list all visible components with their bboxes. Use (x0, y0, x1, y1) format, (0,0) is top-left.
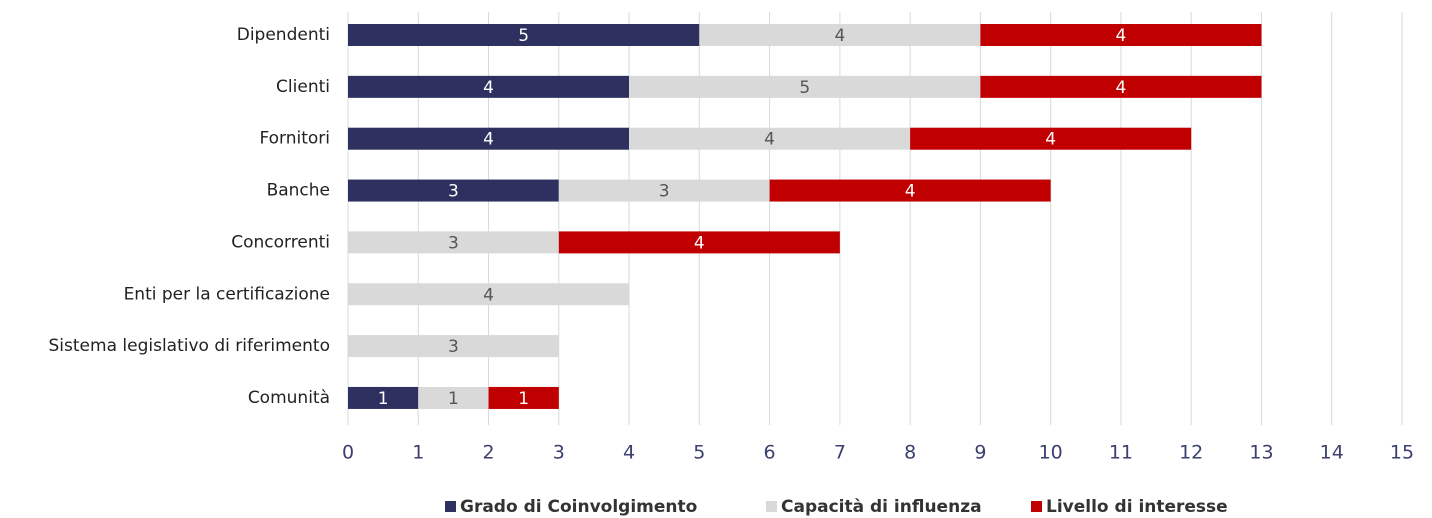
data-label: 4 (834, 26, 845, 46)
bar-segment (488, 386, 559, 409)
bar-segment (348, 75, 630, 98)
y-tick-label: Dipendenti (237, 25, 330, 45)
data-label: 3 (659, 182, 670, 202)
legend-label: Grado di Coinvolgimento (460, 497, 697, 517)
x-tick-label: 2 (482, 442, 494, 464)
data-label: 4 (483, 130, 494, 150)
data-label: 4 (483, 285, 494, 305)
x-tick-label: 8 (904, 442, 916, 464)
bar-segment (348, 283, 630, 306)
data-label: 4 (694, 233, 705, 253)
bar-segment (980, 75, 1262, 98)
x-tick-label: 3 (553, 442, 565, 464)
x-tick-label: 13 (1249, 442, 1273, 464)
y-tick-label: Sistema legislativo di riferimento (49, 336, 330, 356)
bar-segment (699, 24, 981, 46)
x-tick-label: 5 (693, 442, 705, 464)
legend-swatch (766, 501, 777, 512)
bar-segment (348, 386, 419, 409)
bar-segment (558, 179, 770, 202)
bar-segment (418, 386, 489, 409)
legend-label: Capacità di influenza (781, 497, 982, 517)
data-label: 4 (483, 78, 494, 98)
x-tick-label: 11 (1109, 442, 1133, 464)
bar-segment (980, 24, 1262, 46)
x-tick-label: 6 (764, 442, 776, 464)
bar-segment (629, 127, 911, 150)
data-label: 4 (1116, 26, 1127, 46)
bar-segment (348, 24, 700, 46)
data-label: 5 (799, 78, 810, 98)
x-tick-label: 4 (623, 442, 635, 464)
x-tick-label: 15 (1390, 442, 1414, 464)
bar-segment (348, 231, 559, 254)
x-tick-label: 10 (1039, 442, 1063, 464)
x-tick-label: 12 (1179, 442, 1203, 464)
bar-segment (348, 127, 630, 150)
bar-segment (558, 231, 840, 254)
bar-segment (769, 179, 1051, 202)
data-label: 4 (1116, 78, 1127, 98)
x-tick-label: 1 (412, 442, 424, 464)
legend-label: Livello di interesse (1046, 497, 1228, 517)
x-tick-label: 7 (834, 442, 846, 464)
data-label: 3 (448, 337, 459, 357)
data-label: 4 (1045, 130, 1056, 150)
y-tick-label: Comunità (248, 388, 330, 408)
x-tick-label: 0 (342, 442, 354, 464)
legend-swatch (1031, 501, 1042, 512)
y-tick-label: Clienti (276, 77, 330, 97)
y-tick-label: Concorrenti (231, 232, 330, 252)
data-label: 5 (518, 26, 529, 46)
bar-segment (348, 179, 559, 202)
data-label: 1 (378, 389, 389, 409)
bar-segment (910, 127, 1192, 150)
x-tick-label: 14 (1320, 442, 1344, 464)
data-label: 4 (905, 182, 916, 202)
x-tick-label: 9 (974, 442, 986, 464)
y-tick-label: Enti per la certificazione (124, 284, 330, 304)
data-label: 1 (518, 389, 529, 409)
data-label: 3 (448, 182, 459, 202)
bar-segment (348, 335, 559, 358)
y-tick-label: Banche (267, 181, 330, 201)
data-label: 1 (448, 389, 459, 409)
bar-segment (629, 75, 981, 98)
data-label: 4 (764, 130, 775, 150)
y-tick-label: Fornitori (259, 129, 330, 149)
legend-swatch (445, 501, 456, 512)
data-label: 3 (448, 233, 459, 253)
